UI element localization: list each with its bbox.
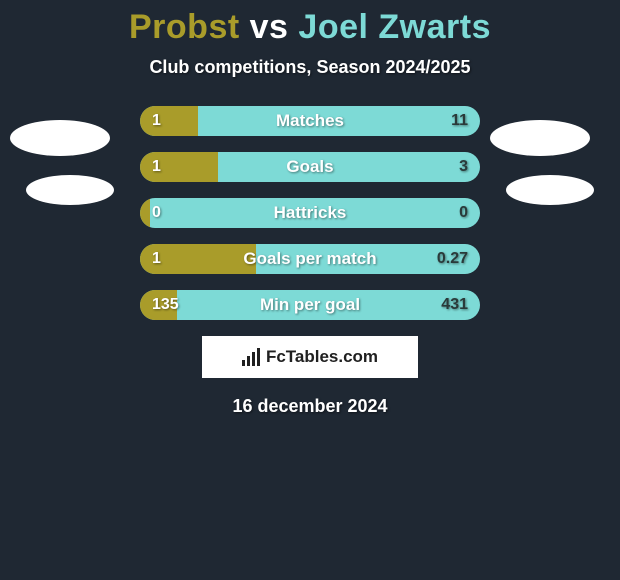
bar-track — [140, 290, 480, 320]
date-label: 16 december 2024 — [0, 396, 620, 417]
brand-text: FcTables.com — [266, 347, 378, 367]
bar-left-fill — [140, 290, 177, 320]
bar-left-fill — [140, 152, 218, 182]
subtitle: Club competitions, Season 2024/2025 — [0, 57, 620, 78]
title-vs: vs — [240, 8, 299, 46]
bar-track — [140, 198, 480, 228]
avatar-right-1 — [506, 175, 594, 205]
bars-icon — [242, 348, 260, 366]
bar-left-fill — [140, 244, 256, 274]
title-right-player: Joel Zwarts — [298, 8, 491, 46]
bar-left-fill — [140, 106, 198, 136]
bar-left-fill — [140, 198, 150, 228]
stat-row: Min per goal135431 — [0, 290, 620, 320]
bar-track — [140, 106, 480, 136]
brand-badge: FcTables.com — [202, 336, 418, 378]
avatar-left-1 — [26, 175, 114, 205]
bar-track — [140, 152, 480, 182]
page-title: Probst vs Joel Zwarts — [0, 0, 620, 47]
stat-row: Goals per match10.27 — [0, 244, 620, 274]
bar-track — [140, 244, 480, 274]
avatar-left-0 — [10, 120, 110, 156]
avatar-right-0 — [490, 120, 590, 156]
comparison-infographic: Probst vs Joel Zwarts Club competitions,… — [0, 0, 620, 580]
title-left-player: Probst — [129, 8, 240, 46]
